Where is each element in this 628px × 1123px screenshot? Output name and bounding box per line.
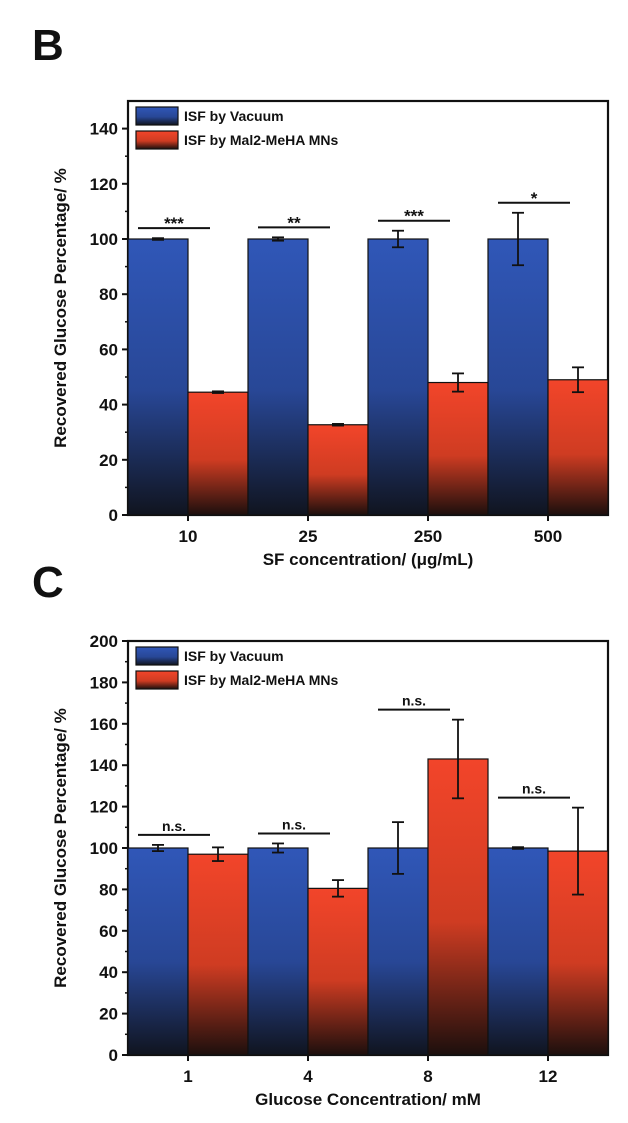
chart-b-legend-label-mns: ISF by Mal2-MeHA MNs xyxy=(184,132,338,148)
chart-b-y-tick-label: 60 xyxy=(99,340,118,359)
chart-c-y-tick-label: 60 xyxy=(99,922,118,941)
chart-c-x-tick-label: 8 xyxy=(423,1067,432,1086)
chart-c-y-tick-label: 20 xyxy=(99,1005,118,1024)
chart-b-x-axis-title: SF concentration/ (μg/mL) xyxy=(263,550,474,569)
chart-b-bar-vacuum xyxy=(247,238,309,516)
chart-b-bar-mns xyxy=(187,391,249,516)
chart-c-bar-vacuum xyxy=(367,847,429,1056)
chart-c-x-tick-label: 4 xyxy=(303,1067,313,1086)
chart-c: 0 20 40 60 80 100 120 140 160 180 200 Recovered Glu… xyxy=(51,632,610,1109)
chart-b-legend-swatch-vacuum xyxy=(135,106,179,126)
chart-b-significance-label: *** xyxy=(404,207,424,226)
chart-b-bar-mns xyxy=(547,379,609,516)
chart-c-significance-label: n.s. xyxy=(162,818,186,834)
chart-b-y-tick-label: 100 xyxy=(90,230,118,249)
chart-c-x-axis-title: Glucose Concentration/ mM xyxy=(255,1090,481,1109)
chart-b-legend-swatch-mns xyxy=(135,130,179,150)
chart-b-x-tick-label: 250 xyxy=(414,527,442,546)
chart-c-bar-mns xyxy=(427,758,489,1056)
panel-label-c: C xyxy=(32,558,64,607)
chart-c-legend-label-vacuum: ISF by Vacuum xyxy=(184,648,284,664)
chart-b-y-tick-label: 120 xyxy=(90,175,118,194)
chart-c-bar-mns xyxy=(547,850,609,1056)
chart-b-significance-label: * xyxy=(531,189,538,208)
chart-c-significance-label: n.s. xyxy=(282,816,306,832)
chart-c-y-tick-label: 40 xyxy=(99,963,118,982)
chart-b-x-tick-label: 500 xyxy=(534,527,562,546)
chart-c-bar-vacuum xyxy=(127,847,189,1056)
chart-b-y-tick-label: 20 xyxy=(99,451,118,470)
chart-b-bar-mns xyxy=(307,424,369,516)
chart-c-legend-label-mns: ISF by Mal2-MeHA MNs xyxy=(184,672,338,688)
chart-b-y-axis-title: Recovered Glucose Percentage/ % xyxy=(51,168,70,448)
chart-c-y-tick-label: 120 xyxy=(90,798,118,817)
chart-b-bar-vacuum xyxy=(127,238,189,516)
chart-c-y-tick-label: 100 xyxy=(90,839,118,858)
chart-c-legend-swatch-vacuum xyxy=(135,646,179,666)
chart-c-x-tick-label: 12 xyxy=(539,1067,558,1086)
chart-b-bar-vacuum xyxy=(487,238,549,516)
chart-b-y-tick-label: 0 xyxy=(109,506,118,525)
chart-b-x-tick-label: 25 xyxy=(299,527,318,546)
chart-b: 0 20 40 60 80 100 120 140 Recovered Glucose Perc… xyxy=(51,99,610,569)
chart-c-y-tick-label: 140 xyxy=(90,756,118,775)
chart-b-y-tick-label: 140 xyxy=(90,120,118,139)
chart-c-y-tick-label: 200 xyxy=(90,632,118,651)
chart-b-legend-label-vacuum: ISF by Vacuum xyxy=(184,108,284,124)
chart-b-bar-mns xyxy=(427,381,489,516)
chart-b-bar-vacuum xyxy=(367,238,429,516)
chart-c-y-tick-label: 180 xyxy=(90,673,118,692)
chart-c-significance-label: n.s. xyxy=(522,781,546,797)
chart-c-significance-label: n.s. xyxy=(402,693,426,709)
chart-c-legend-swatch-mns xyxy=(135,670,179,690)
chart-b-y-tick-label: 40 xyxy=(99,396,118,415)
chart-b-y-tick-label: 80 xyxy=(99,285,118,304)
chart-c-bar-mns xyxy=(307,887,369,1056)
chart-c-bar-mns xyxy=(187,853,249,1056)
chart-c-bar-vacuum xyxy=(487,847,549,1056)
chart-c-y-tick-label: 0 xyxy=(109,1046,118,1065)
chart-c-bar-vacuum xyxy=(247,847,309,1056)
chart-b-x-tick-label: 10 xyxy=(179,527,198,546)
chart-c-y-tick-label: 160 xyxy=(90,715,118,734)
chart-c-y-axis-title: Recovered Glucose Percentage/ % xyxy=(51,708,70,988)
chart-b-significance-label: ** xyxy=(287,213,301,232)
chart-b-significance-label: *** xyxy=(164,214,184,233)
chart-c-x-tick-label: 1 xyxy=(183,1067,192,1086)
chart-c-y-tick-label: 80 xyxy=(99,880,118,899)
panel-label-b: B xyxy=(32,21,64,70)
